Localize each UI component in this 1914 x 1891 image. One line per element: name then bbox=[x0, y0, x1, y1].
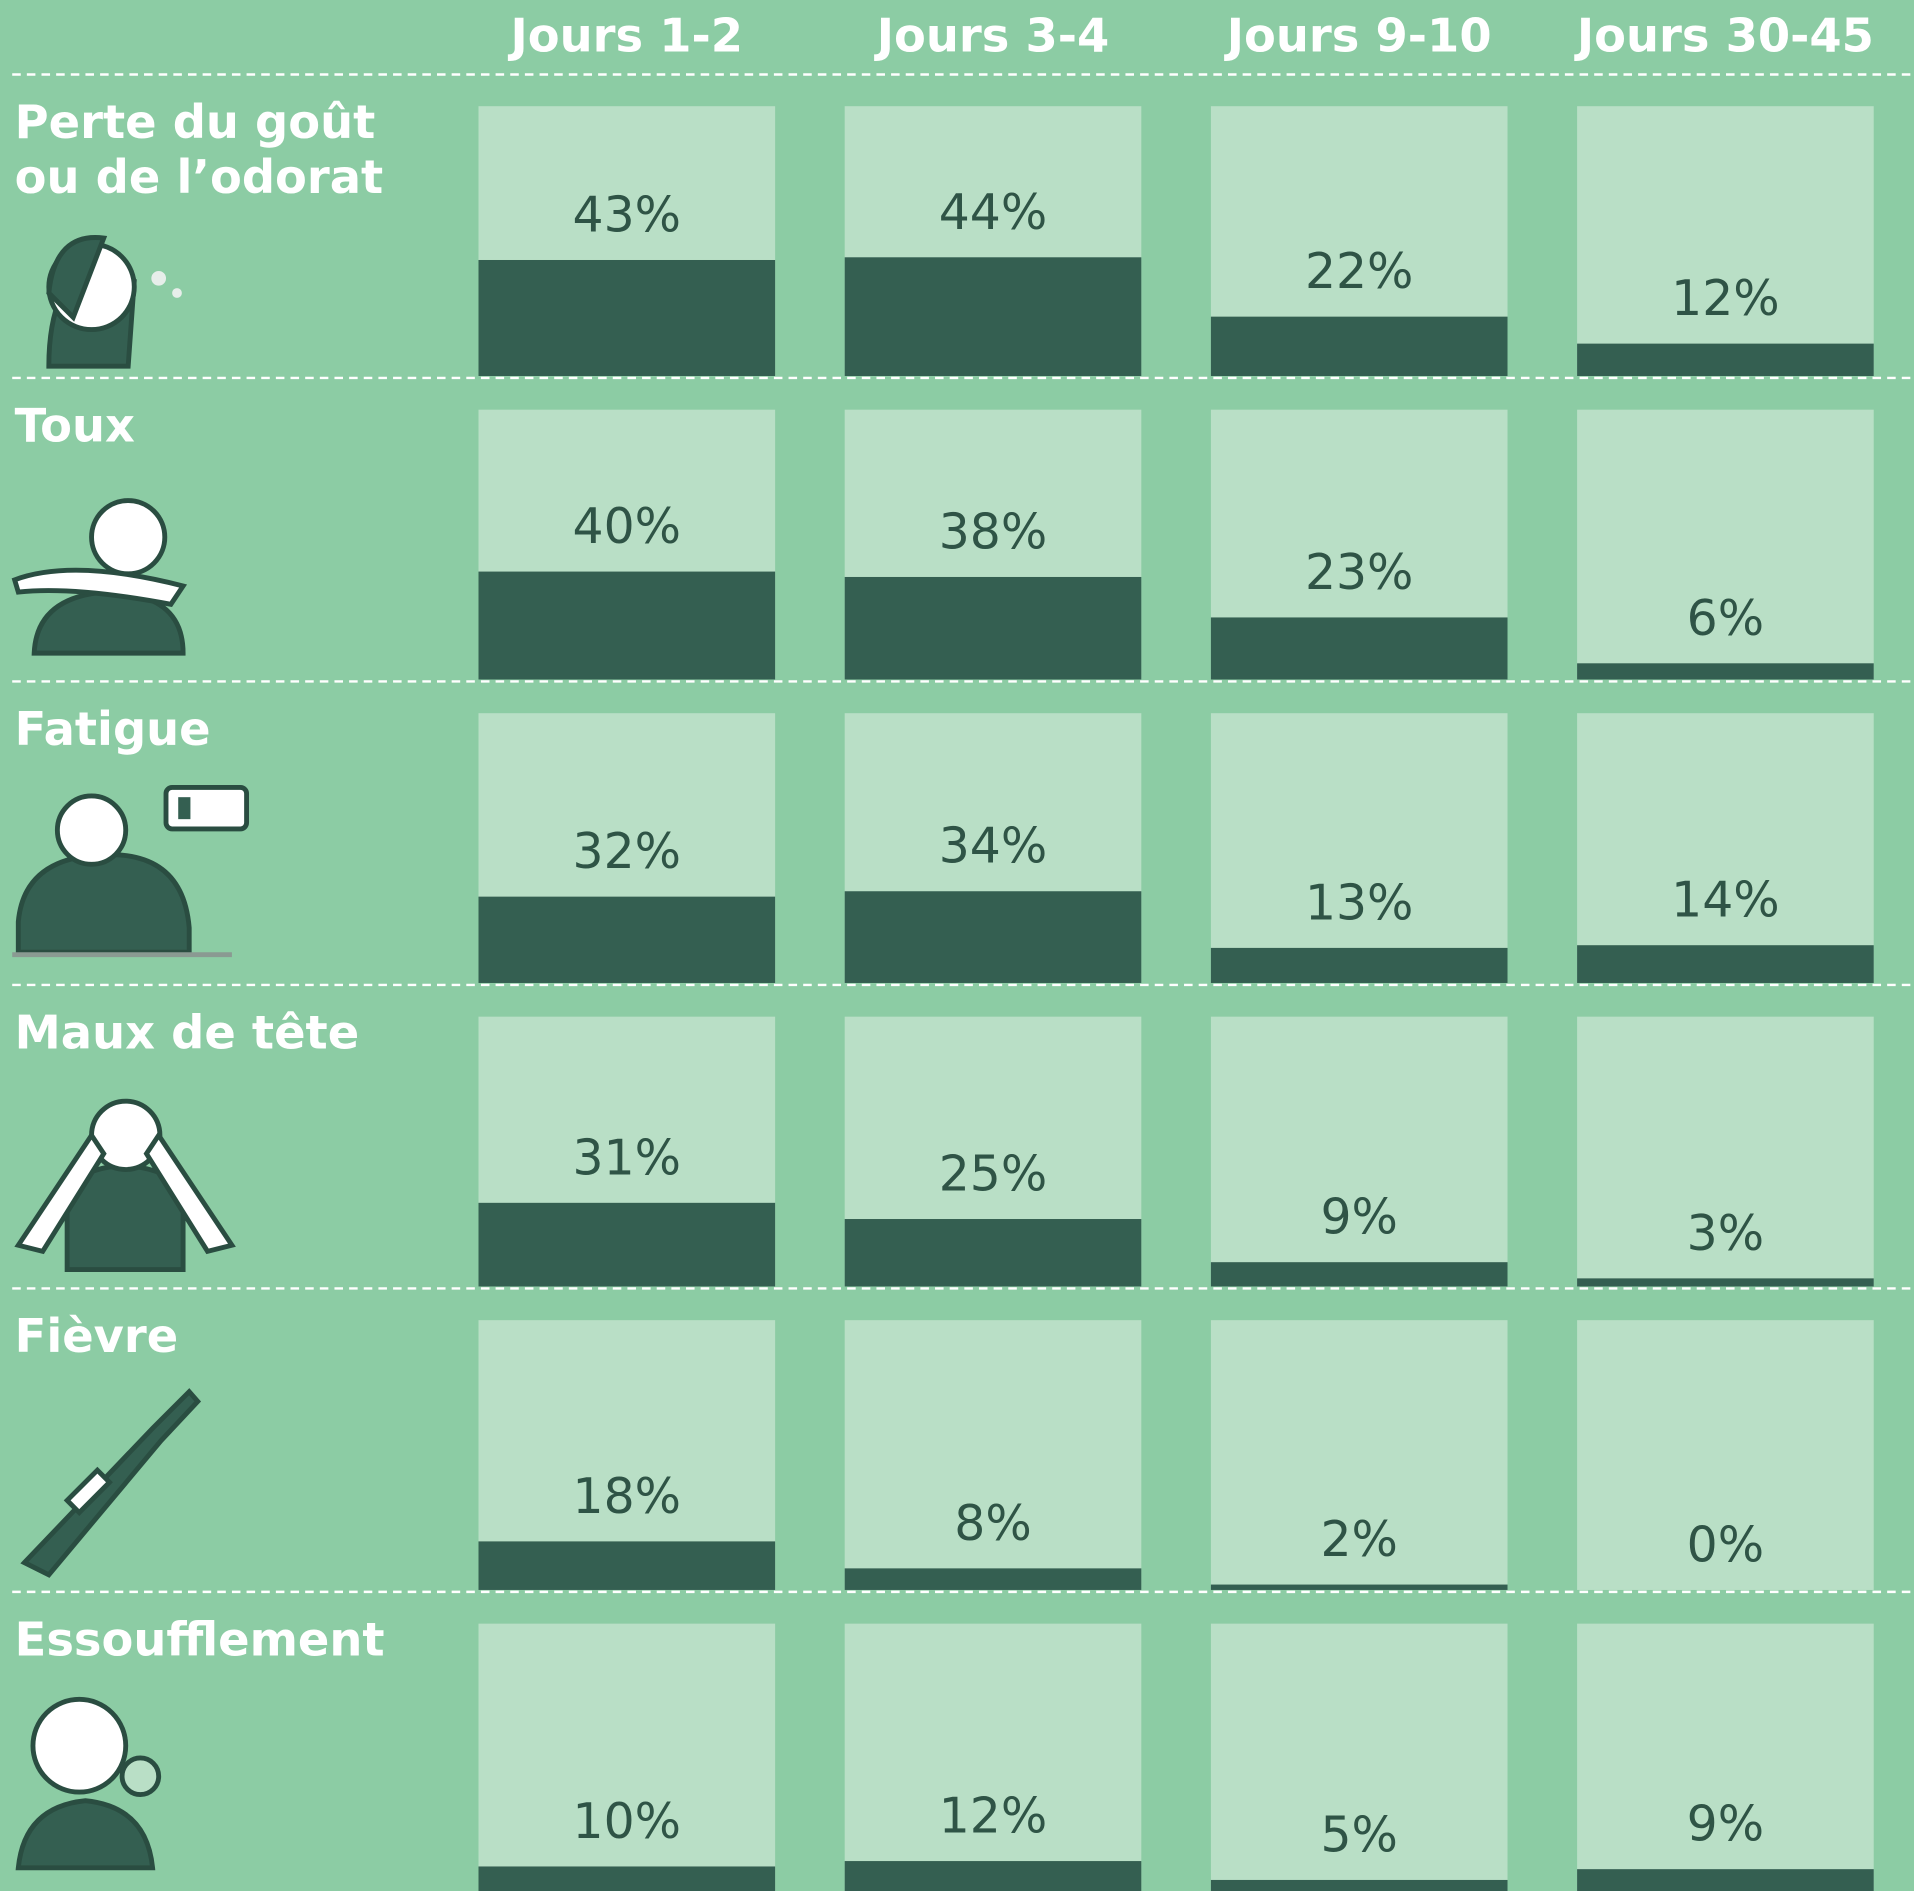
bar bbox=[479, 1866, 776, 1891]
bar bbox=[479, 897, 776, 983]
cell-background bbox=[845, 1624, 1142, 1891]
value-label: 43% bbox=[573, 186, 681, 243]
value-label: 2% bbox=[1320, 1511, 1397, 1568]
row-label: Perte du goût bbox=[15, 95, 376, 149]
bar bbox=[479, 1203, 776, 1287]
column-header: Jours 3-4 bbox=[874, 9, 1110, 63]
value-label: 31% bbox=[573, 1129, 681, 1186]
column-header: Jours 1-2 bbox=[508, 9, 744, 63]
value-label: 3% bbox=[1687, 1205, 1764, 1262]
value-label: 44% bbox=[939, 184, 1047, 241]
bar bbox=[479, 572, 776, 680]
bar bbox=[845, 1219, 1142, 1286]
bar bbox=[845, 1861, 1142, 1891]
chart: Jours 1-2 Jours 3-4 Jours 9-10 Jours 30-45 P… bbox=[0, 0, 1914, 1891]
value-label: 32% bbox=[573, 823, 681, 880]
bar bbox=[1577, 1278, 1874, 1286]
row-label: Essoufflement bbox=[15, 1613, 385, 1667]
bar bbox=[845, 1568, 1142, 1590]
cell-background bbox=[479, 1624, 776, 1891]
value-label: 18% bbox=[573, 1468, 681, 1525]
value-label: 23% bbox=[1305, 544, 1413, 601]
bar bbox=[845, 577, 1142, 680]
value-label: 5% bbox=[1320, 1806, 1397, 1863]
value-label: 12% bbox=[1671, 270, 1779, 327]
value-label: 9% bbox=[1687, 1796, 1764, 1853]
bar bbox=[1211, 617, 1508, 679]
bar bbox=[1211, 1880, 1508, 1891]
value-label: 14% bbox=[1671, 872, 1779, 929]
value-label: 10% bbox=[573, 1793, 681, 1850]
column-header: Jours 30-45 bbox=[1574, 9, 1874, 63]
value-label: 13% bbox=[1305, 874, 1413, 931]
value-label: 34% bbox=[939, 818, 1047, 875]
bar bbox=[1577, 1869, 1874, 1891]
value-label: 22% bbox=[1305, 243, 1413, 300]
bar bbox=[1211, 317, 1508, 376]
value-label: 8% bbox=[954, 1495, 1031, 1552]
cell-background bbox=[1211, 1017, 1508, 1287]
bar bbox=[1211, 1262, 1508, 1286]
row-label: Fatigue bbox=[15, 702, 211, 756]
value-label: 9% bbox=[1320, 1189, 1397, 1246]
bar bbox=[1577, 663, 1874, 679]
cell-background bbox=[1577, 713, 1874, 983]
bar bbox=[479, 1541, 776, 1590]
bar bbox=[479, 260, 776, 376]
row-label: Toux bbox=[15, 399, 135, 453]
value-label: 0% bbox=[1687, 1516, 1764, 1573]
column-header: Jours 9-10 bbox=[1224, 9, 1492, 63]
cell-background bbox=[1577, 106, 1874, 376]
row-label: Fièvre bbox=[15, 1309, 179, 1363]
page: {"chart_data": {"type": "bar", "columns"… bbox=[0, 0, 1914, 1891]
value-label: 25% bbox=[939, 1146, 1047, 1203]
bar bbox=[1577, 344, 1874, 376]
value-label: 40% bbox=[573, 498, 681, 555]
bar bbox=[1577, 945, 1874, 983]
bar bbox=[1211, 948, 1508, 983]
bar bbox=[845, 891, 1142, 983]
row-label: ou de l’odorat bbox=[15, 150, 384, 204]
bar bbox=[845, 257, 1142, 376]
value-label: 12% bbox=[939, 1788, 1047, 1845]
value-label: 38% bbox=[939, 503, 1047, 560]
row-label: Maux de tête bbox=[15, 1006, 360, 1060]
value-label: 6% bbox=[1687, 590, 1764, 647]
cell-background bbox=[1211, 713, 1508, 983]
bar bbox=[1211, 1585, 1508, 1590]
